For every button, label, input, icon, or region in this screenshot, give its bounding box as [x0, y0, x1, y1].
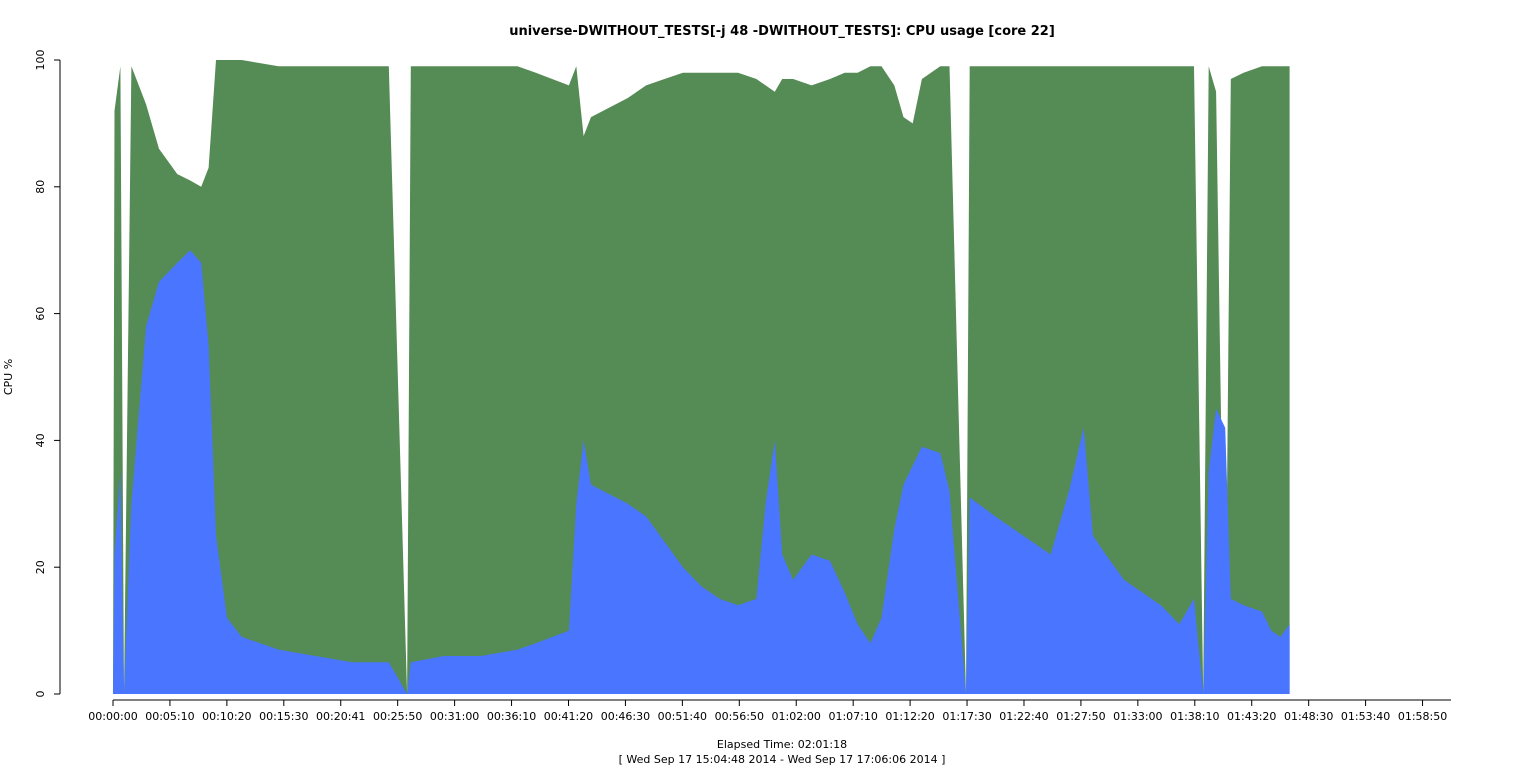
y-axis: 0 20 40 60 80 100 [34, 50, 61, 698]
y-axis-label: CPU % [2, 359, 15, 395]
y-tick-label: 40 [34, 433, 47, 447]
x-tick-label: 00:31:00 [430, 710, 479, 723]
y-tick-label: 20 [34, 560, 47, 574]
x-tick-label: 01:38:10 [1170, 710, 1219, 723]
x-tick-label: 00:46:30 [601, 710, 650, 723]
chart-title: universe-DWITHOUT_TESTS[-j 48 -DWITHOUT_… [509, 24, 1055, 39]
x-axis-label: Elapsed Time: 02:01:18 [717, 738, 847, 751]
x-axis: 00:00:00 00:05:10 00:10:20 00:15:30 00:20:41… [88, 699, 1451, 723]
series-area-0 [113, 250, 1290, 694]
x-tick-label: 00:41:20 [544, 710, 593, 723]
x-tick-label: 00:20:41 [316, 710, 365, 723]
x-tick-label: 00:05:10 [145, 710, 194, 723]
x-tick-label: 00:36:10 [487, 710, 536, 723]
x-tick-label: 00:15:30 [259, 710, 308, 723]
x-axis-date-range: [ Wed Sep 17 15:04:48 2014 - Wed Sep 17 … [619, 753, 946, 766]
x-tick-label: 00:25:50 [373, 710, 422, 723]
x-tick-label: 00:10:20 [202, 710, 251, 723]
y-tick-label: 60 [34, 307, 47, 321]
x-tick-label: 01:02:00 [772, 710, 821, 723]
x-tick-label: 01:33:00 [1113, 710, 1162, 723]
y-tick-label: 100 [34, 50, 47, 71]
series-layer [113, 60, 1290, 694]
y-tick-label: 0 [34, 691, 47, 698]
x-tick-label: 00:51:40 [658, 710, 707, 723]
x-tick-label: 01:58:50 [1398, 710, 1447, 723]
x-tick-label: 01:12:20 [885, 710, 934, 723]
x-tick-label: 01:07:10 [828, 710, 877, 723]
x-tick-label: 01:43:20 [1227, 710, 1276, 723]
x-tick-label: 01:22:40 [999, 710, 1048, 723]
x-tick-label: 00:00:00 [88, 710, 137, 723]
x-tick-label: 01:17:30 [942, 710, 991, 723]
y-tick-label: 80 [34, 180, 47, 194]
x-tick-label: 01:48:30 [1284, 710, 1333, 723]
x-tick-label: 01:27:50 [1056, 710, 1105, 723]
x-tick-label: 01:53:40 [1341, 710, 1390, 723]
x-tick-label: 00:56:50 [715, 710, 764, 723]
